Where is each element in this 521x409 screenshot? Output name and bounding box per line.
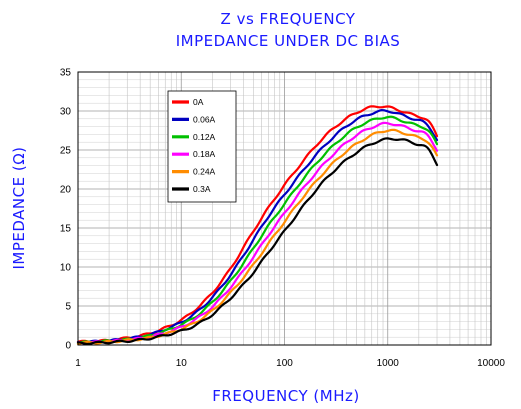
- x-tick-label: 10000: [477, 358, 505, 369]
- y-tick-label: 30: [60, 107, 72, 118]
- x-tick-label: 1000: [377, 358, 400, 369]
- chart-subtitle: IMPEDANCE UNDER DC BIAS: [176, 32, 401, 50]
- y-tick-label: 0: [65, 341, 71, 352]
- series-lines: [76, 105, 439, 346]
- legend-label: 0.06A: [193, 114, 216, 124]
- series-line-0_06A: [76, 109, 439, 345]
- plot-frame: [77, 71, 492, 346]
- y-axis-label: IMPEDANCE (Ω): [10, 146, 28, 269]
- legend-label: 0.18A: [193, 149, 216, 159]
- legend-label: 0.3A: [193, 184, 211, 194]
- y-tick-label: 35: [60, 68, 72, 79]
- y-tick-label: 10: [60, 263, 72, 274]
- y-tick-label: 25: [60, 146, 72, 157]
- x-tick-label: 1: [75, 358, 81, 369]
- series-line-0_18A: [76, 121, 439, 345]
- legend-label: 0.24A: [193, 167, 216, 177]
- x-axis-label: FREQUENCY (MHz): [212, 387, 359, 405]
- x-tick-label: 10: [176, 358, 188, 369]
- legend-label: 0.12A: [193, 132, 216, 142]
- grid: [77, 71, 491, 346]
- x-tick-label: 100: [276, 358, 293, 369]
- tick-labels: 0 5 10 15 20 25 30 35 1 10 100 1000 10000: [60, 68, 505, 370]
- legend-box: [167, 90, 237, 203]
- y-tick-label: 15: [60, 224, 72, 235]
- series-line-0_3A: [76, 137, 439, 346]
- legend: 0A 0.06A 0.12A 0.18A 0.24A 0.3A: [167, 90, 237, 203]
- y-tick-label: 5: [65, 302, 71, 313]
- legend-label: 0A: [193, 97, 204, 107]
- chart-title: Z vs FREQUENCY: [221, 10, 356, 28]
- y-tick-label: 20: [60, 185, 72, 196]
